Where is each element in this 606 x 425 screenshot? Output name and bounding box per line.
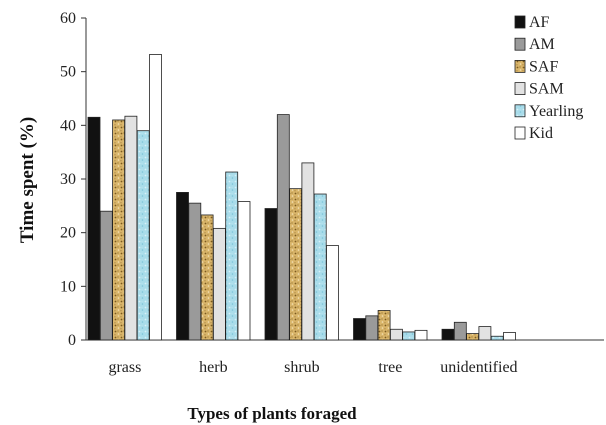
bar-yearling-unidentified (490, 335, 504, 341)
legend-swatch-am (514, 37, 526, 51)
legend-label-saf: SAF (529, 58, 558, 75)
bar-sam-tree (389, 328, 403, 341)
bar-saf-herb (200, 214, 214, 341)
legend-label-yearling: Yearling (529, 103, 583, 120)
bar-saf-shrub (289, 188, 303, 341)
bar-kid-grass (149, 54, 162, 341)
y-tick-label: 60 (60, 10, 76, 27)
bar-sam-grass (124, 115, 138, 341)
x-tick-label: grass (108, 359, 141, 376)
y-tick-label: 20 (60, 225, 76, 242)
x-tick-label: tree (378, 359, 402, 376)
legend-label-am: AM (529, 36, 555, 53)
bar-yearling-shrub (313, 193, 327, 341)
legend-swatch-saf (514, 60, 526, 73)
legend-swatch-af (514, 15, 526, 29)
bar-saf-tree (377, 310, 391, 341)
bar-af-shrub (264, 208, 278, 341)
bar-kid-shrub (326, 245, 339, 341)
bar-af-unidentified (441, 328, 455, 341)
bar-saf-grass (112, 119, 125, 341)
bar-sam-unidentified (478, 326, 492, 341)
bar-kid-tree (414, 329, 428, 341)
legend-swatch-yearling (514, 104, 526, 118)
bar-sam-shrub (301, 162, 315, 341)
bar-sam-herb (212, 227, 226, 341)
y-tick-label: 0 (68, 332, 76, 349)
bar-am-tree (365, 315, 379, 341)
x-tick-label: herb (199, 359, 227, 376)
bar-af-grass (87, 116, 101, 341)
bar-yearling-tree (402, 331, 416, 341)
bar-am-grass (99, 210, 113, 341)
plot-area: 0 10 20 30 40 50 60 grass herb shrub tree unidentif… (60, 10, 604, 376)
legend: AF AM SAF SAM Yearling Kid (514, 14, 583, 142)
y-tick-label: 40 (60, 117, 76, 134)
bar-af-tree (353, 318, 366, 341)
bar-saf-unidentified (466, 333, 480, 341)
x-tick-label: shrub (284, 359, 320, 376)
bar-am-shrub (276, 114, 290, 341)
legend-label-af: AF (529, 14, 550, 31)
y-tick-label: 50 (60, 64, 76, 81)
bar-kid-herb (237, 201, 251, 341)
bar-yearling-herb (225, 171, 239, 341)
y-tick-label: 10 (60, 278, 76, 295)
legend-swatch-sam (514, 82, 526, 95)
legend-swatch-kid (514, 126, 526, 140)
legend-label-kid: Kid (529, 125, 553, 142)
legend-label-sam: SAM (529, 81, 564, 98)
bar-kid-unidentified (503, 332, 516, 341)
bar-af-herb (176, 192, 189, 341)
bar-yearling-grass (136, 130, 150, 341)
y-tick-label: 30 (60, 171, 76, 188)
x-axis-title: Types of plants foraged (187, 404, 357, 423)
y-axis-title: Time spent (%) (17, 117, 38, 243)
bar-am-herb (188, 202, 202, 341)
bar-am-unidentified (453, 321, 467, 341)
x-tick-label: unidentified (440, 359, 517, 376)
